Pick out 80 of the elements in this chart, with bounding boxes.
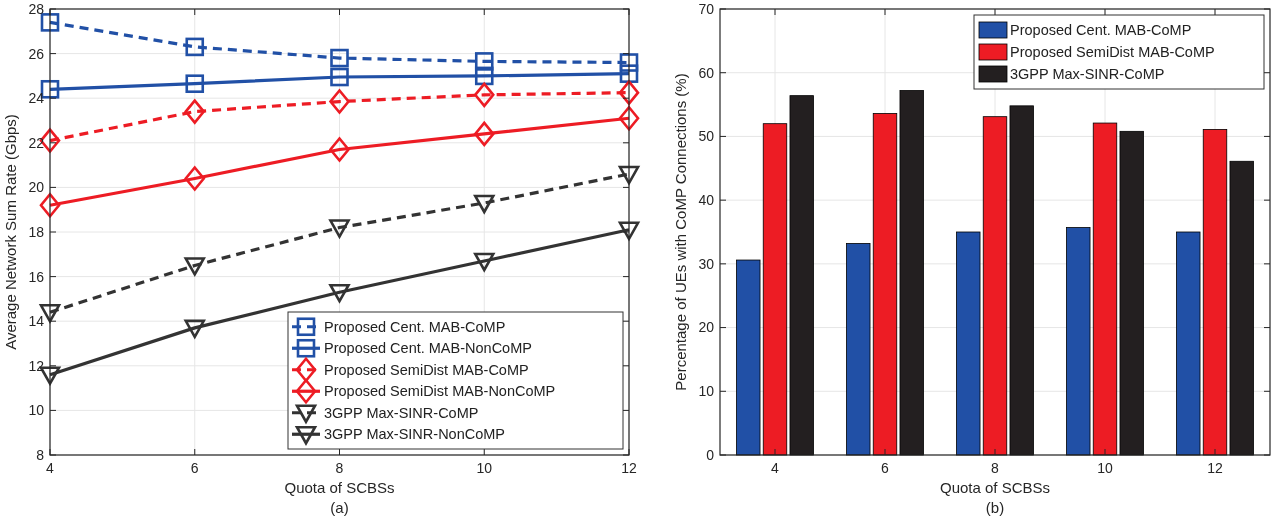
point [618, 80, 640, 105]
legend-label: Proposed Cent. MAB-CoMP [1010, 22, 1192, 39]
bar [1066, 227, 1091, 456]
bar [762, 123, 788, 456]
point [39, 192, 61, 218]
point [473, 121, 495, 147]
bar [846, 243, 871, 456]
y-tick-label: 10 [698, 383, 715, 400]
point [618, 105, 640, 131]
point [473, 194, 495, 214]
y-tick-label: 18 [28, 223, 45, 240]
y-tick-label: 30 [698, 255, 715, 272]
point [473, 82, 495, 108]
y-tick-label: 22 [28, 134, 45, 151]
bar [1092, 122, 1118, 456]
x-tick-label: 6 [190, 460, 199, 476]
x-tick-label: 4 [771, 460, 780, 476]
x-tick-label: 6 [881, 460, 890, 476]
y-tick-label: 8 [36, 446, 45, 463]
legend-label: Proposed SemiDist MAB-CoMP [1010, 44, 1215, 61]
y-tick-label: 24 [28, 90, 45, 107]
legend-label: Proposed Cent. MAB-NonCoMP [324, 340, 532, 357]
point [329, 219, 350, 238]
y-tick-label: 20 [698, 319, 715, 336]
point [185, 74, 205, 94]
point [40, 13, 60, 32]
y-tick-label: 60 [698, 64, 715, 81]
point [184, 257, 206, 276]
bar [956, 231, 981, 456]
x-tick-label: 8 [335, 460, 344, 476]
point [619, 53, 639, 72]
y-tick-label: 50 [698, 128, 715, 145]
legend-label: Proposed SemiDist MAB-NonCoMP [324, 383, 556, 400]
legend-label: 3GPP Max-SINR-CoMP [1010, 66, 1165, 83]
bar [1176, 231, 1201, 456]
x-tick-label: 12 [1207, 460, 1223, 476]
bar [872, 113, 898, 456]
y-axis-title: Average Network Sum Rate (Gbps) [2, 114, 19, 350]
point [473, 252, 495, 272]
point [184, 319, 206, 339]
legend-label: Proposed SemiDist MAB-CoMP [324, 361, 529, 378]
point [474, 66, 494, 86]
bar [982, 116, 1008, 456]
text: (a) [330, 499, 349, 516]
y-tick-label: 14 [28, 313, 45, 330]
point [329, 283, 350, 303]
y-axis-title: Percentage of UEs with CoMP Connections (%) [672, 73, 689, 391]
point [185, 37, 205, 57]
y-tick-label: 16 [28, 268, 45, 285]
point [618, 221, 640, 241]
y-tick-label: 40 [698, 192, 715, 209]
point [618, 165, 640, 185]
point [330, 48, 349, 68]
point [619, 64, 639, 83]
x-tick-label: 10 [1097, 460, 1113, 476]
y-tick-label: 28 [28, 0, 45, 17]
legend-label: 3GPP Max-SINR-CoMP [324, 404, 479, 421]
x-axis-title: Quota of SCBSs [284, 479, 395, 496]
y-tick-label: 26 [28, 45, 45, 62]
text: (b) [985, 499, 1005, 516]
legend-label: Proposed Cent. MAB-CoMP [324, 318, 506, 335]
point [184, 99, 206, 124]
y-tick-label: 10 [28, 402, 45, 419]
x-axis-title: Quota of SCBSs [939, 479, 1051, 496]
x-tick-label: 8 [991, 460, 1000, 476]
point [329, 137, 350, 162]
bar [1202, 129, 1228, 456]
point [330, 67, 349, 87]
point [184, 166, 206, 191]
y-tick-label: 0 [706, 446, 715, 463]
x-tick-label: 4 [46, 460, 55, 476]
y-tick-label: 20 [28, 179, 45, 196]
bar [736, 259, 761, 456]
legend-label: 3GPP Max-SINR-NonCoMP [324, 426, 506, 443]
y-tick-label: 70 [698, 0, 715, 17]
x-tick-label: 12 [621, 460, 637, 476]
point [474, 52, 494, 71]
y-tick-label: 12 [28, 357, 45, 374]
point [329, 89, 350, 114]
x-tick-label: 10 [476, 460, 493, 476]
